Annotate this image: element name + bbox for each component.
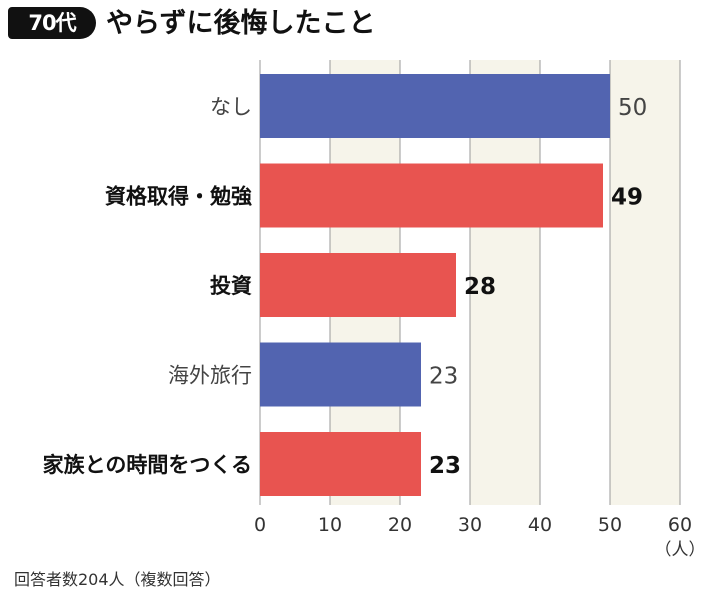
category-label: 資格取得・勉強 — [105, 185, 252, 209]
bar — [260, 163, 603, 228]
category-label: なし — [210, 95, 252, 119]
value-label: 23 — [429, 364, 458, 390]
footnote: 回答者数204人（複数回答） — [14, 570, 221, 589]
grid-band — [610, 60, 680, 505]
x-tick-label: 60 — [668, 514, 692, 536]
bar — [260, 74, 610, 138]
chart-title: やらずに後悔したこと — [106, 8, 376, 39]
unit-label: （人） — [655, 540, 706, 560]
bar — [260, 432, 421, 496]
x-tick-label: 30 — [458, 514, 482, 536]
x-tick-label: 0 — [254, 514, 266, 536]
x-tick-label: 10 — [318, 514, 342, 536]
x-tick-label: 40 — [528, 514, 552, 536]
x-tick-label: 50 — [598, 514, 622, 536]
category-label: 海外旅行 — [168, 364, 252, 388]
value-label: 28 — [464, 274, 496, 300]
bar-chart: なし 50 資格取得・勉強 49 投資 28 海外旅行 23 家族との時間をつくる 23 0 10 20… — [43, 60, 706, 560]
value-label: 23 — [429, 453, 461, 479]
bar — [260, 253, 456, 317]
value-label: 49 — [611, 185, 643, 211]
bar — [260, 342, 421, 407]
category-label: 投資 — [210, 274, 252, 298]
value-label: 50 — [618, 95, 647, 121]
age-badge: 70代 — [8, 7, 96, 39]
x-tick-label: 20 — [388, 514, 412, 536]
category-label: 家族との時間をつくる — [43, 453, 252, 477]
